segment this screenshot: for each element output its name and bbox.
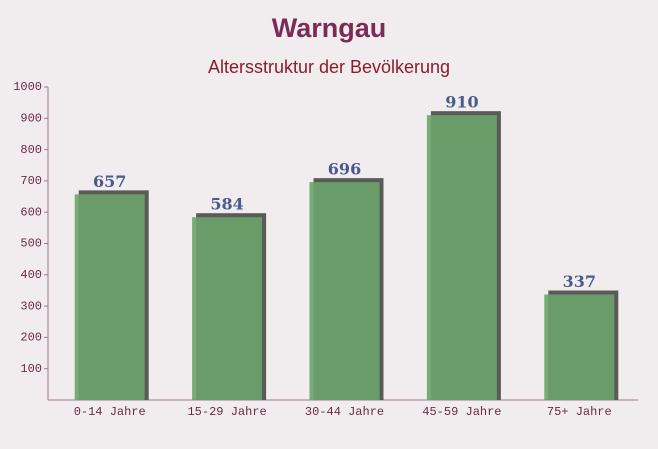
value-label: 910 xyxy=(445,93,478,112)
x-tick-label: 75+ Jahre xyxy=(547,405,612,419)
bar xyxy=(309,182,380,400)
bar xyxy=(544,294,615,400)
y-tick-label: 100 xyxy=(20,362,42,376)
x-tick-label: 30-44 Jahre xyxy=(305,405,384,419)
value-label: 337 xyxy=(563,272,596,291)
bar xyxy=(192,217,263,400)
y-tick-label: 600 xyxy=(20,205,42,219)
chart-subtitle: Altersstruktur der Bevölkerung xyxy=(208,57,450,77)
y-tick-label: 200 xyxy=(20,331,42,345)
bar xyxy=(74,194,145,400)
value-label: 696 xyxy=(328,160,361,179)
x-tick-label: 0-14 Jahre xyxy=(74,405,146,419)
y-tick-label: 300 xyxy=(20,299,42,313)
y-tick-label: 1000 xyxy=(13,80,42,94)
y-tick-label: 400 xyxy=(20,268,42,282)
x-tick-label: 45-59 Jahre xyxy=(422,405,501,419)
y-tick-label: 900 xyxy=(20,111,42,125)
bar xyxy=(426,115,497,401)
value-label: 657 xyxy=(93,172,126,191)
x-tick-label: 15-29 Jahre xyxy=(187,405,266,419)
chart-title: Warngau xyxy=(272,13,387,43)
y-tick-label: 700 xyxy=(20,174,42,188)
y-tick-label: 800 xyxy=(20,143,42,157)
y-tick-label: 500 xyxy=(20,237,42,251)
value-label: 584 xyxy=(210,195,243,214)
